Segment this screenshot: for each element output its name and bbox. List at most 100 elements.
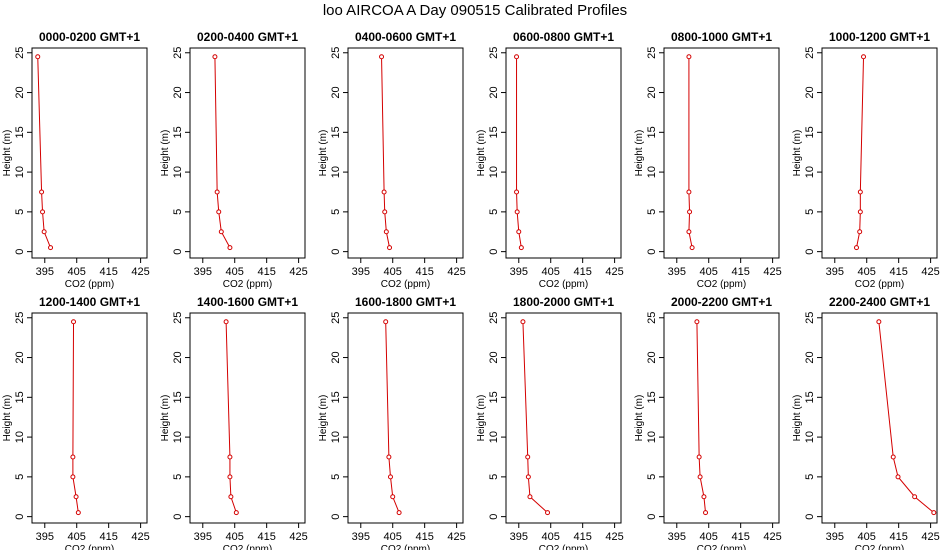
y-tick-label: 15 [330, 391, 342, 403]
data-point [514, 54, 520, 60]
y-axis-label: Height (m) [476, 130, 487, 177]
profile-panel: 1400-1600 GMT+1 395 405 415 425 0 5 10 15 20 25 CO2… [160, 295, 308, 550]
data-point [890, 454, 896, 460]
data-point [73, 494, 79, 500]
y-axis-label: Height (m) [792, 130, 803, 177]
data-point [41, 229, 47, 235]
profile-line [72, 321, 79, 513]
y-tick-label: 25 [646, 312, 658, 324]
x-axis-label: CO2 (ppm) [697, 279, 746, 290]
x-tick-label: 425 [447, 531, 465, 543]
x-axis-label: CO2 (ppm) [65, 544, 114, 550]
x-tick-label: 395 [510, 531, 528, 543]
data-point [854, 245, 859, 251]
y-tick-label: 10 [488, 166, 500, 178]
data-point [703, 510, 709, 516]
profile-line [225, 321, 237, 513]
data-point [214, 189, 220, 195]
x-tick-label: 405 [68, 531, 86, 543]
panel-title: 1400-1600 GMT+1 [197, 295, 298, 309]
x-tick-label: 425 [763, 266, 781, 278]
x-axis-label: CO2 (ppm) [539, 544, 588, 550]
y-axis-label: Height (m) [634, 395, 645, 442]
x-tick-label: 415 [573, 531, 591, 543]
x-axis-label: CO2 (ppm) [223, 279, 272, 290]
x-tick-label: 415 [99, 266, 117, 278]
y-tick-label: 25 [646, 47, 658, 59]
profile-line [688, 56, 693, 248]
y-tick-label: 5 [488, 474, 500, 480]
y-tick-label: 20 [172, 86, 184, 98]
profile-line [214, 56, 231, 248]
y-tick-label: 0 [804, 514, 816, 520]
x-tick-label: 415 [889, 531, 907, 543]
y-tick-label: 5 [14, 209, 26, 215]
y-tick-label: 5 [804, 474, 816, 480]
data-point [227, 474, 233, 480]
x-tick-label: 425 [131, 266, 149, 278]
data-point [387, 474, 393, 480]
x-axis-label: CO2 (ppm) [697, 544, 746, 550]
panel-title: 1600-1800 GMT+1 [355, 295, 456, 309]
y-tick-label: 25 [172, 47, 184, 59]
y-tick-label: 10 [14, 431, 26, 443]
panel-title: 0400-0600 GMT+1 [355, 30, 456, 44]
y-tick-label: 0 [804, 249, 816, 255]
plot-frame [505, 312, 622, 524]
profile-line [381, 56, 391, 248]
y-tick-label: 25 [330, 47, 342, 59]
x-tick-label: 405 [858, 266, 876, 278]
data-point [525, 454, 531, 460]
plot-frame [31, 312, 148, 524]
x-tick-label: 415 [415, 531, 433, 543]
y-tick-label: 0 [330, 249, 342, 255]
panel-title: 1200-1400 GMT+1 [39, 295, 140, 309]
y-tick-label: 10 [646, 166, 658, 178]
y-tick-label: 20 [172, 351, 184, 363]
data-point [382, 209, 388, 215]
y-tick-label: 10 [646, 431, 658, 443]
profile-line [696, 321, 707, 513]
data-point [228, 494, 234, 500]
x-tick-label: 405 [226, 266, 244, 278]
x-tick-label: 395 [668, 266, 686, 278]
plot-frame [189, 47, 306, 259]
profile-panel: 0600-0800 GMT+1 395 405 415 425 0 5 10 15 20 25 CO2… [476, 30, 624, 290]
data-point [227, 454, 233, 460]
x-tick-label: 415 [573, 266, 591, 278]
y-tick-label: 0 [14, 514, 26, 520]
x-axis-label: CO2 (ppm) [855, 279, 904, 290]
profile-panel: 2000-2200 GMT+1 395 405 415 425 0 5 10 15 20 25 CO2… [634, 295, 782, 550]
x-tick-label: 425 [605, 531, 623, 543]
data-point [379, 54, 385, 60]
y-tick-label: 10 [330, 431, 342, 443]
profile-panel: 1200-1400 GMT+1 395 405 415 425 0 5 10 15 20 25 CO2… [2, 295, 150, 550]
y-tick-label: 20 [804, 351, 816, 363]
x-tick-label: 425 [289, 266, 307, 278]
y-tick-label: 5 [330, 474, 342, 480]
plot-frame [347, 47, 464, 259]
y-tick-label: 10 [804, 166, 816, 178]
y-axis-label: Height (m) [160, 130, 171, 177]
data-point [694, 319, 700, 325]
panel-title: 0600-0800 GMT+1 [513, 30, 614, 44]
x-tick-label: 395 [510, 266, 528, 278]
x-tick-label: 425 [289, 531, 307, 543]
data-point [218, 229, 224, 235]
data-point [525, 474, 531, 480]
y-tick-label: 15 [488, 391, 500, 403]
data-point [697, 474, 703, 480]
y-tick-label: 0 [14, 249, 26, 255]
x-tick-label: 415 [99, 531, 117, 543]
x-axis-label: CO2 (ppm) [381, 544, 430, 550]
x-tick-label: 405 [384, 531, 402, 543]
data-point [383, 319, 389, 325]
x-axis-label: CO2 (ppm) [855, 544, 904, 550]
data-point [687, 209, 693, 215]
profile-line [37, 56, 51, 248]
y-tick-label: 0 [172, 514, 184, 520]
y-tick-label: 15 [804, 126, 816, 138]
data-point [514, 209, 520, 215]
profile-panel: 1000-1200 GMT+1 395 405 415 425 0 5 10 15 20 25 CO2… [792, 30, 940, 290]
